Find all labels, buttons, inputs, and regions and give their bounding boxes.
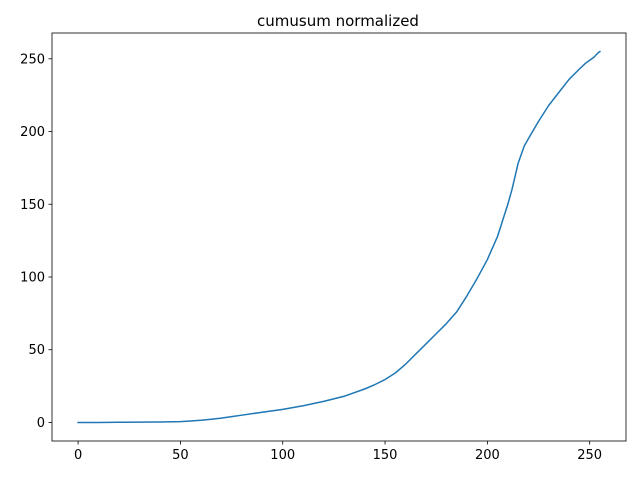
y-tick-label: 200 (20, 125, 45, 140)
y-tick-label: 0 (37, 416, 45, 431)
y-tick-label: 100 (20, 271, 45, 286)
y-tick-label: 150 (20, 198, 45, 213)
plot-area (77, 50, 601, 424)
series-line-0 (77, 50, 601, 424)
y-tick-label: 50 (28, 343, 45, 358)
y-tick-label: 250 (20, 52, 45, 67)
x-tick-label: 100 (270, 448, 295, 463)
axes: 0 50 100 150 200 250 0 50 100 150 200 250 (20, 32, 627, 463)
x-tick-label: 150 (373, 448, 398, 463)
x-tick-label: 0 (74, 448, 82, 463)
axes-frame (51, 32, 627, 442)
x-tick-label: 200 (475, 448, 500, 463)
chart-title: cumusum normalized (257, 12, 419, 30)
x-tick-label: 250 (577, 448, 602, 463)
x-tick-label: 50 (172, 448, 189, 463)
